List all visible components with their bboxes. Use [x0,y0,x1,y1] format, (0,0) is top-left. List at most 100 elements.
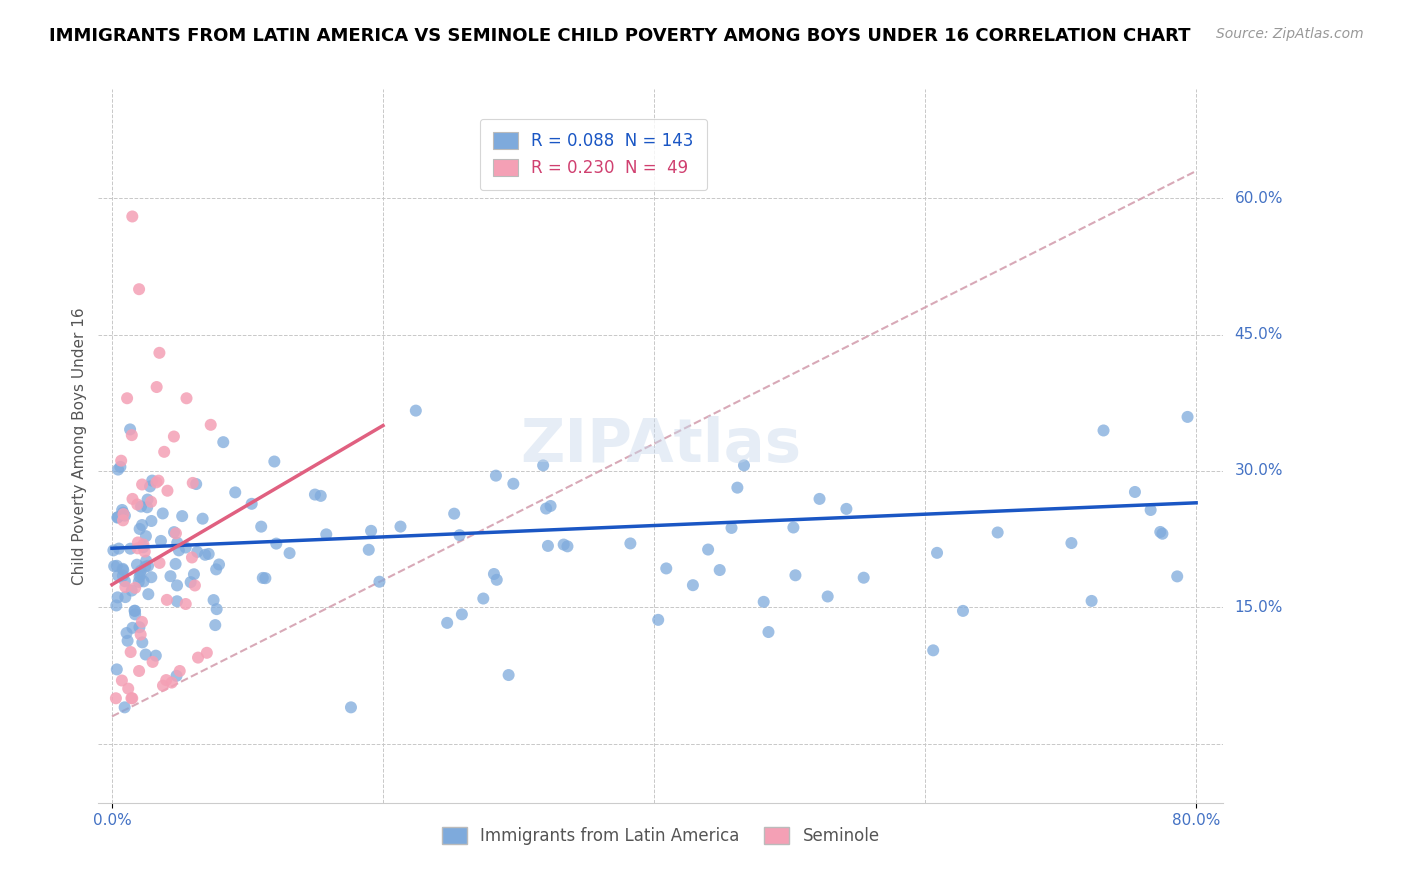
Point [1152,526,1174,541]
Point [205,602,228,616]
Point [121,491,143,506]
Point [436,615,458,630]
Point [165,557,187,571]
Point [110,459,132,474]
Point [174,541,197,555]
Point [121,210,143,224]
Point [166,578,188,592]
Point [557,539,579,553]
Point [125,558,148,572]
Point [181,550,204,565]
Point [340,700,363,714]
Point [159,569,181,583]
Point [922,643,945,657]
Point [139,479,162,493]
Point [304,487,326,501]
Point [131,477,153,491]
Point [534,501,557,516]
Point [537,539,560,553]
Point [127,541,149,556]
Point [208,558,231,572]
Point [107,591,129,605]
Point [128,522,150,536]
Point [111,562,134,576]
Point [145,648,167,663]
Point [449,528,471,542]
Point [111,673,134,688]
Point [186,545,208,559]
Point [205,562,228,576]
Point [160,675,183,690]
Point [129,500,152,514]
Legend: Immigrants from Latin America, Seminole: Immigrants from Latin America, Seminole [434,820,887,852]
Point [709,563,731,577]
Point [114,574,136,589]
Text: ZIPAtlas: ZIPAtlas [520,417,801,475]
Point [368,574,391,589]
Point [485,468,508,483]
Point [782,520,804,534]
Point [443,507,465,521]
Point [647,613,669,627]
Point [1177,409,1199,424]
Point [502,476,524,491]
Point [112,507,135,521]
Text: 30.0%: 30.0% [1234,464,1282,478]
Point [202,593,225,607]
Point [1139,503,1161,517]
Point [120,422,142,436]
Point [124,604,146,618]
Point [169,664,191,678]
Point [166,594,188,608]
Point [174,597,197,611]
Point [725,481,748,495]
Point [103,559,125,574]
Point [104,691,127,706]
Point [852,571,875,585]
Point [163,429,186,443]
Point [132,540,155,554]
Point [132,537,155,551]
Point [200,417,222,432]
Point [1123,485,1146,500]
Point [165,526,187,541]
Point [758,625,780,640]
Point [167,543,190,558]
Point [114,508,136,523]
Point [121,621,143,635]
Point [111,568,134,582]
Point [166,669,188,683]
Point [240,497,263,511]
Point [121,691,143,706]
Point [181,475,204,490]
Point [733,458,755,473]
Point [817,590,839,604]
Point [498,668,520,682]
Point [1080,594,1102,608]
Point [128,620,150,634]
Point [141,474,163,488]
Point [451,607,474,622]
Point [117,633,139,648]
Point [184,578,207,592]
Point [107,568,129,582]
Point [129,564,152,578]
Point [141,514,163,528]
Point [405,403,427,417]
Point [808,491,831,506]
Point [120,645,142,659]
Point [124,581,146,595]
Point [752,595,775,609]
Point [389,519,412,533]
Point [315,527,337,541]
Point [531,458,554,473]
Point [1092,424,1115,438]
Point [135,529,157,543]
Point [135,648,157,662]
Point [131,615,153,629]
Point [682,578,704,592]
Point [107,462,129,476]
Point [148,346,170,360]
Point [128,282,150,296]
Point [142,655,165,669]
